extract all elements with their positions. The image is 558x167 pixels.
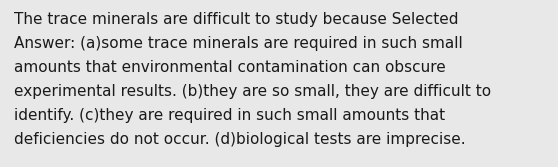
Text: deficiencies do not occur. (d)biological tests are imprecise.: deficiencies do not occur. (d)biological…	[14, 132, 465, 147]
Text: The trace minerals are difficult to study because Selected: The trace minerals are difficult to stud…	[14, 12, 459, 27]
Text: amounts that environmental contamination can obscure: amounts that environmental contamination…	[14, 60, 446, 75]
Text: Answer: (a)some trace minerals are required in such small: Answer: (a)some trace minerals are requi…	[14, 36, 463, 51]
Text: experimental results. (b)they are so small, they are difficult to: experimental results. (b)they are so sma…	[14, 84, 491, 99]
Text: identify. (c)they are required in such small amounts that: identify. (c)they are required in such s…	[14, 108, 445, 123]
